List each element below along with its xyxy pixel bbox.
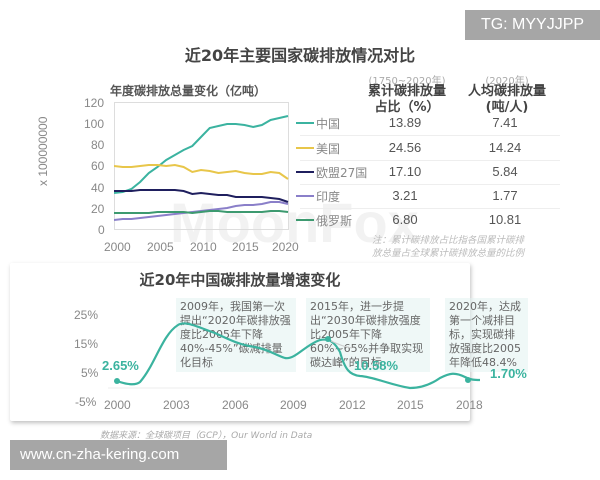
y-tick: 0 (98, 223, 105, 237)
legend-item-usa: 美国 (296, 138, 340, 158)
per-capita-value: 14.24 (488, 140, 522, 155)
legend-line-icon (296, 147, 314, 149)
row-divider (300, 135, 560, 136)
url-watermark-badge: www.cn-zha-kering.com (10, 440, 227, 470)
x-tick: 2005 (147, 240, 174, 254)
legend-item-china: 中国 (296, 113, 340, 133)
per-capita-value: 5.84 (492, 164, 518, 179)
annotation-2009: 2009年，我国第一次提出“2020年碳排放强度比2005年下降40%-45%”… (176, 298, 296, 372)
y-tick: 15% (74, 337, 99, 351)
col2-header-line2: (吨/人) (485, 100, 529, 115)
series-china-growth (116, 322, 480, 390)
col1-header-line2: 占比（%） (374, 100, 440, 115)
series-usa (114, 163, 289, 180)
per-capita-value: 7.41 (492, 115, 518, 130)
cumulative-share-value: 3.21 (392, 188, 418, 203)
series-eu27 (114, 189, 289, 203)
row-divider (300, 184, 560, 185)
y-tick: 20 (91, 202, 105, 216)
row-divider (300, 160, 560, 161)
tg-watermark-badge: TG: MYYJJPP (465, 10, 600, 40)
note-line: 注：累计碳排放占比指各国累计碳排 (372, 235, 525, 246)
legend-line-icon (296, 122, 314, 124)
col1-header-line1: 累计碳排放量 (367, 84, 446, 99)
y-tick: 25% (74, 308, 99, 322)
legend-line-icon (296, 195, 314, 197)
country-label: 美国 (316, 141, 341, 156)
col2-range: (2020年) (485, 76, 529, 87)
legend-item-eu27: 欧盟27国 (296, 162, 367, 182)
series-china (114, 115, 289, 194)
x-tick: 2000 (104, 398, 131, 412)
y-tick: -5% (75, 395, 97, 409)
brand-watermark: MoonFox (170, 191, 419, 254)
country-label: 俄罗斯 (316, 213, 353, 228)
y-tick: 120 (84, 96, 105, 110)
x-tick: 2006 (222, 398, 249, 412)
per-capita-value: 1.77 (492, 188, 518, 203)
y-tick: 80 (91, 138, 105, 152)
growth-chart-title: 近20年中国碳排放量增速变化 (139, 271, 341, 289)
annotation-2020: 2020年，达成第一个减排目标，实现碳排放强度比2005年降低48.4% (445, 298, 528, 372)
col1-range: (1750~2020年) (368, 76, 446, 87)
legend-line-icon (296, 171, 314, 173)
y-tick: 100 (84, 117, 105, 131)
x-tick: 2020 (272, 240, 299, 254)
series-russia (114, 210, 289, 215)
col2-header-line1: 人均碳排放量 (467, 84, 546, 99)
x-tick: 2010 (190, 240, 217, 254)
main-title: 近20年主要国家碳排放情况对比 (184, 46, 416, 65)
cumulative-share-value: 17.10 (388, 164, 422, 179)
data-label-2020: 1.70% (490, 366, 527, 381)
y-tick: 5% (81, 366, 99, 380)
legend-item-india: 印度 (296, 186, 340, 206)
per-capita-value: 10.81 (488, 212, 522, 227)
x-tick: 2003 (163, 398, 190, 412)
row-divider (300, 208, 560, 209)
country-label: 欧盟27国 (316, 165, 368, 180)
x-tick: 2015 (397, 398, 424, 412)
x-tick: 2000 (104, 240, 131, 254)
legend-item-russia: 俄罗斯 (296, 210, 352, 230)
annual-emissions-plot (114, 102, 289, 230)
country-label: 中国 (316, 116, 341, 131)
table-note: 注：累计碳排放占比指各国累计碳排 放总量占全球累计碳排放总量的比例 (372, 234, 572, 260)
x-tick: 2012 (339, 398, 366, 412)
note-line: 放总量占全球累计碳排放总量的比例 (372, 248, 525, 259)
y-tick: 60 (91, 159, 105, 173)
x-tick: 2015 (232, 240, 259, 254)
growth-rate-plot (108, 322, 480, 390)
data-source: 数据来源：全球碳项目（GCP），Our World in Data (100, 431, 313, 441)
country-label: 印度 (316, 189, 341, 204)
data-label-2000: 2.65% (102, 358, 139, 373)
annual-chart-subtitle: 年度碳排放总量变化（亿吨） (110, 84, 267, 98)
annotation-2015: 2015年，进一步提出“2030年碳排放强度比2005年下降60%~65%并争取… (306, 298, 430, 372)
x-tick: 2018 (456, 398, 483, 412)
data-label-2011: 10.58% (354, 358, 399, 373)
cumulative-share-value: 6.80 (392, 212, 418, 227)
y-tick: 40 (91, 181, 105, 195)
cumulative-share-value: 24.56 (388, 140, 422, 155)
legend-line-icon (296, 219, 314, 221)
cumulative-share-value: 13.89 (388, 115, 422, 130)
y-axis-label: x 100000000 (36, 116, 50, 186)
x-tick: 2009 (280, 398, 307, 412)
